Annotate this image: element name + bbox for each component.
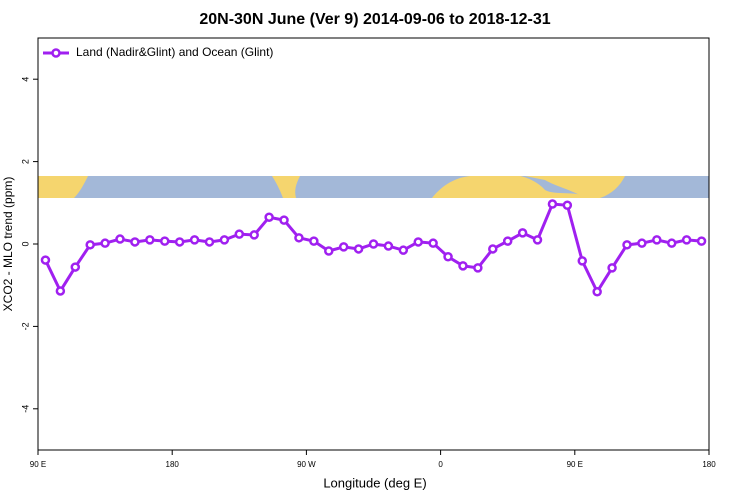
data-point [517,228,528,238]
data-point [234,229,245,239]
data-point [666,238,677,248]
data-point [40,255,51,265]
data-point [353,244,364,254]
map-strip [38,176,709,198]
data-point [443,252,453,262]
x-tick-label: 0 [438,460,443,469]
data-point [577,256,588,266]
data-point [219,235,230,245]
data-point [174,237,185,247]
x-tick-label: 90 E [30,460,46,469]
data-point [592,287,602,297]
data-point [130,237,140,247]
data-point [488,244,498,254]
data-point [264,212,274,222]
legend-marker [51,48,61,58]
chart-title: 20N-30N June (Ver 9) 2014-09-06 to 2018-… [199,11,550,28]
data-point [458,261,468,271]
data-point [309,236,319,246]
x-tick-label: 90 W [297,460,316,469]
data-point [324,246,334,256]
data-point [562,200,573,211]
y-tick-label: 2 [20,159,30,164]
data-point [696,236,707,246]
data-point [547,199,558,209]
data-point [294,233,304,243]
data-point [115,234,125,244]
x-tick-label: 180 [166,460,180,469]
x-tick-label: 90 E [567,460,583,469]
data-point [159,236,170,246]
data-point [338,242,349,252]
legend-label: Land (Nadir&Glint) and Ocean (Glint) [76,45,273,59]
legend: Land (Nadir&Glint) and Ocean (Glint) [43,45,273,59]
data-point [607,263,617,273]
data-point [413,237,423,247]
data-point [652,235,662,245]
data-point [55,286,66,296]
data-point [532,235,543,245]
y-axis-label: XCO2 - MLO trend (ppm) [1,177,15,312]
data-point [473,263,483,273]
data-point [204,237,215,247]
data-point [279,215,289,225]
data-point [85,240,95,250]
data-point [145,235,155,245]
data-point [428,238,438,248]
data-point [368,239,379,249]
data-point [502,236,513,246]
data-point [622,240,632,250]
y-tick-label: 0 [20,241,30,246]
data-point [249,230,259,240]
y-tick-label: -4 [20,405,30,413]
data-point [383,241,394,251]
data-point [100,238,110,248]
data-point [70,262,81,272]
y-tick-label: -2 [20,322,30,330]
data-point [398,245,409,255]
data-point [637,238,647,248]
data-point [189,235,200,245]
data-point [681,235,692,245]
y-tick-label: 4 [20,77,30,82]
x-axis-label: Longitude (deg E) [323,475,426,490]
x-tick-label: 180 [702,460,716,469]
